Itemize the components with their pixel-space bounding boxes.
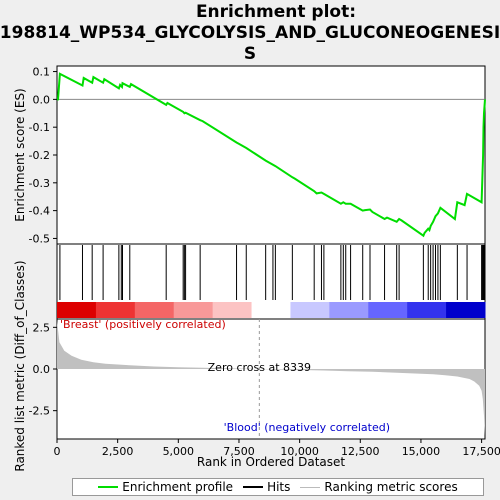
x-tick-label: 12,500 xyxy=(341,445,380,458)
legend-label-enrichment-profile: Enrichment profile xyxy=(122,480,234,494)
x-tick-label: 10,000 xyxy=(280,445,319,458)
metric-y-axis: 2.5 0.0 -2.5 xyxy=(29,321,57,418)
heatmap-segment xyxy=(407,302,447,318)
chart-title-line-2: 198814_WP534_GLYCOLYSIS_AND_GLUCONEOGENE… xyxy=(0,23,500,43)
heatmap-segment xyxy=(446,302,486,318)
enrichment-profile-line xyxy=(57,72,486,238)
x-tick-label: 17,500 xyxy=(462,445,500,458)
es-y-tick-label: -0.4 xyxy=(29,205,50,218)
es-y-tick-label: -0.3 xyxy=(29,177,50,190)
legend-item-enrichment-profile: Enrichment profile xyxy=(98,480,233,494)
chart-title-line-1: Enrichment plot: xyxy=(196,2,356,22)
metric-y-tick-label: -2.5 xyxy=(29,405,50,418)
heatmap-segment xyxy=(95,302,136,318)
x-tick-label: 15,000 xyxy=(402,445,441,458)
heatmap-segment xyxy=(251,302,291,318)
legend-label-ranking-metric: Ranking metric scores xyxy=(324,480,458,494)
metric-y-axis-label: Ranked list metric (Diff_of_Classes) xyxy=(13,260,27,471)
heatmap-segment xyxy=(368,302,408,318)
heatmap-segment xyxy=(212,302,253,318)
heatmap-segment xyxy=(329,302,369,318)
heatmap-segment xyxy=(134,302,175,318)
hits-markers xyxy=(59,245,486,300)
es-y-axis: 0.1 0.0 -0.1 -0.2 -0.3 -0.4 -0.5 xyxy=(29,66,57,245)
heatmap-segment xyxy=(290,302,330,318)
chart-title-line-3: S xyxy=(244,44,256,64)
positive-correlation-label: 'Breast' (positively correlated) xyxy=(60,318,226,331)
heatmap-segment xyxy=(173,302,214,318)
x-tick-label: 5,000 xyxy=(163,445,195,458)
ranking-metric-swatch xyxy=(300,486,321,488)
x-axis: 0 2,500 5,000 7,500 10,000 12,500 15,000 17,500 xyxy=(54,439,500,458)
negative-correlation-label: 'Blood' (negatively correlated) xyxy=(224,421,390,434)
hits-swatch xyxy=(243,486,264,488)
es-y-tick-label: -0.1 xyxy=(29,121,50,134)
es-panel-frame xyxy=(56,65,486,245)
x-tick-label: 7,500 xyxy=(223,445,255,458)
chart-legend: Enrichment profile Hits Ranking metric s… xyxy=(72,478,484,496)
es-y-tick-label: 0.0 xyxy=(33,93,51,106)
legend-label-hits: Hits xyxy=(267,480,291,494)
metric-y-tick-label: 0.0 xyxy=(33,363,51,376)
legend-item-ranking-metric: Ranking metric scores xyxy=(300,480,458,494)
metric-y-tick-label: 2.5 xyxy=(33,321,51,334)
es-y-tick-label: -0.2 xyxy=(29,149,50,162)
es-y-tick-label: -0.5 xyxy=(29,232,50,245)
zero-cross-label: Zero cross at 8339 xyxy=(208,361,311,374)
enrichment-profile-swatch xyxy=(98,486,119,488)
heatmap-segment xyxy=(57,302,97,318)
es-y-axis-label: Enrichment score (ES) xyxy=(13,88,27,221)
ranking-heatmap-bar xyxy=(57,302,486,318)
x-tick-label: 0 xyxy=(54,445,61,458)
legend-item-hits: Hits xyxy=(243,480,290,494)
x-axis-label: Rank in Ordered Dataset xyxy=(197,455,345,469)
metric-panel-frame xyxy=(56,318,486,440)
x-tick-label: 2,500 xyxy=(102,445,134,458)
es-y-tick-label: 0.1 xyxy=(33,66,51,79)
